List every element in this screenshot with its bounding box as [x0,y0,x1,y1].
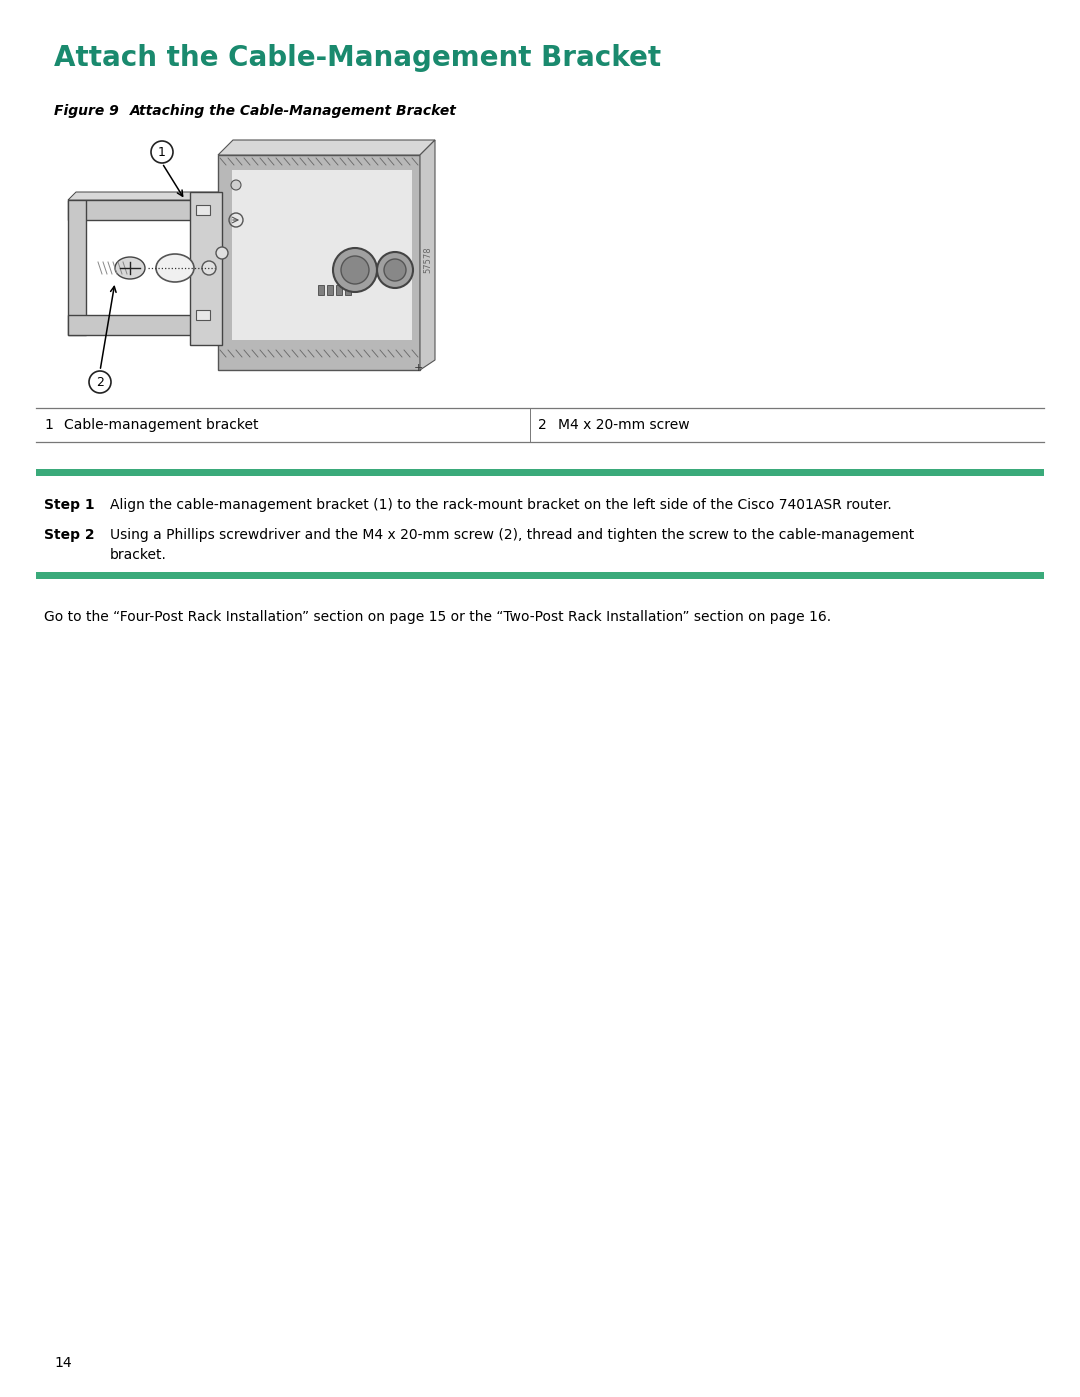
Circle shape [89,372,111,393]
FancyBboxPatch shape [195,310,210,320]
FancyBboxPatch shape [195,205,210,215]
Circle shape [231,180,241,190]
Polygon shape [68,200,210,219]
Text: Figure 9: Figure 9 [54,103,119,117]
FancyBboxPatch shape [327,285,333,295]
Polygon shape [68,200,86,335]
Text: bracket.: bracket. [110,548,167,562]
Text: Attach the Cable-Management Bracket: Attach the Cable-Management Bracket [54,43,661,73]
Text: Go to the “Four-Post Rack Installation” section on page 15 or the “Two-Post Rack: Go to the “Four-Post Rack Installation” … [44,610,832,624]
Text: Using a Phillips screwdriver and the M4 x 20-mm screw (2), thread and tighten th: Using a Phillips screwdriver and the M4 … [110,528,915,542]
Text: 14: 14 [54,1356,71,1370]
Polygon shape [68,314,210,335]
FancyBboxPatch shape [36,468,1044,475]
Polygon shape [218,155,420,370]
Text: 1: 1 [158,145,166,158]
Text: +: + [414,363,422,373]
FancyBboxPatch shape [232,170,411,339]
Text: Step 1: Step 1 [44,497,95,511]
Circle shape [333,249,377,292]
Text: Attaching the Cable-Management Bracket: Attaching the Cable-Management Bracket [130,103,457,117]
Circle shape [384,258,406,281]
Circle shape [151,141,173,163]
Polygon shape [68,191,218,200]
FancyBboxPatch shape [345,285,351,295]
Text: Cable-management bracket: Cable-management bracket [64,418,258,432]
Text: 1: 1 [44,418,53,432]
FancyBboxPatch shape [36,571,1044,578]
Polygon shape [218,140,435,155]
Ellipse shape [156,254,194,282]
FancyBboxPatch shape [336,285,342,295]
Text: 57578: 57578 [423,247,432,274]
Circle shape [341,256,369,284]
Text: Step 2: Step 2 [44,528,95,542]
Text: 2: 2 [538,418,546,432]
Polygon shape [190,191,222,345]
Ellipse shape [114,257,145,279]
FancyBboxPatch shape [318,285,324,295]
Text: 2: 2 [96,376,104,388]
Circle shape [202,261,216,275]
Circle shape [216,247,228,258]
Polygon shape [420,140,435,370]
Text: Align the cable-management bracket (1) to the rack-mount bracket on the left sid: Align the cable-management bracket (1) t… [110,497,892,511]
Circle shape [377,251,413,288]
Text: M4 x 20-mm screw: M4 x 20-mm screw [558,418,690,432]
